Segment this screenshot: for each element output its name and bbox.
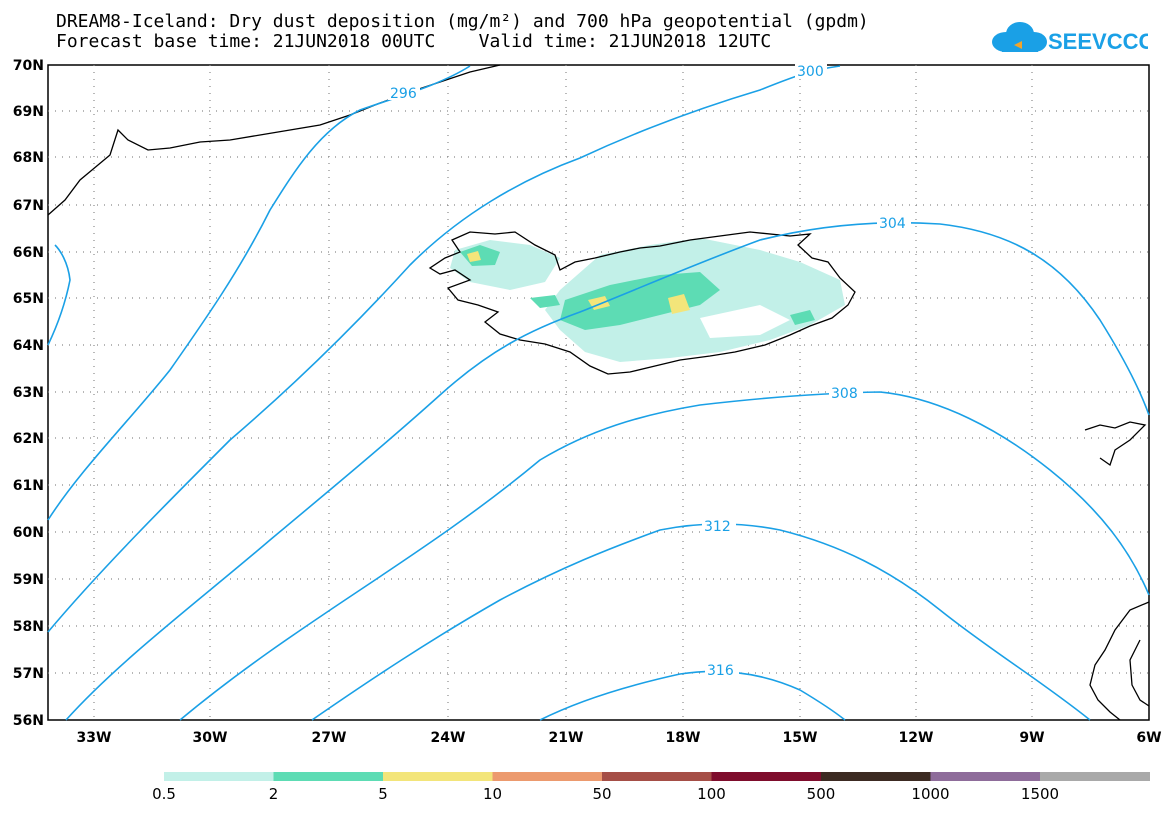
faroe-shetland-coastline: [1084, 421, 1147, 467]
contour-label-308: 308: [831, 386, 858, 402]
lat-label: 59N: [13, 572, 44, 588]
legend-swatch: [492, 772, 603, 781]
contour-line-304-main: [65, 221, 1150, 721]
legend-label: 0.5: [152, 785, 176, 803]
legend-swatch: [1040, 772, 1150, 781]
contour-label-304: 304: [879, 216, 906, 232]
legend-label: 500: [807, 785, 836, 803]
lon-label: 21W: [549, 730, 584, 746]
lon-label: 6W: [1136, 730, 1161, 746]
legend-label: 50: [592, 785, 611, 803]
lat-label: 57N: [13, 666, 44, 682]
logo-text: SEEVCCC: [1048, 29, 1148, 54]
lat-label: 61N: [13, 478, 44, 494]
legend-label: 1500: [1021, 785, 1059, 803]
lat-label: 67N: [13, 198, 44, 214]
legend-swatch: [164, 772, 274, 781]
scotland-coastline: [1089, 601, 1150, 721]
lon-label: 12W: [899, 730, 934, 746]
iceland-coastline: [428, 231, 856, 375]
lon-label: 24W: [431, 730, 466, 746]
lat-label: 70N: [13, 58, 44, 74]
longitude-labels: 33W 30W 27W 24W 21W 18W 15W 12W 9W 6W: [77, 730, 1162, 746]
contour-label-300: 300: [797, 64, 824, 80]
latitude-labels: 70N 69N 68N 67N 66N 65N 64N 63N 62N 61N …: [13, 58, 44, 729]
lat-label: 69N: [13, 104, 44, 120]
contour-labels: 296 300 304 308 312 316: [388, 62, 911, 679]
lon-label: 30W: [193, 730, 228, 746]
gridlines: [48, 65, 1149, 720]
lon-label: 9W: [1019, 730, 1044, 746]
contour-line-296: [47, 65, 471, 521]
lat-label: 66N: [13, 245, 44, 261]
color-legend: 0.5 2 5 10 50 100 500 1000 1500: [152, 772, 1150, 803]
lon-label: 18W: [666, 730, 701, 746]
contour-line-308: [179, 391, 1150, 721]
legend-swatch: [602, 772, 712, 781]
lat-label: 60N: [13, 525, 44, 541]
legend-label: 10: [483, 785, 502, 803]
lon-label: 33W: [77, 730, 112, 746]
legend-label: 2: [269, 785, 279, 803]
lat-label: 62N: [13, 431, 44, 447]
lat-label: 56N: [13, 713, 44, 729]
lat-label: 64N: [13, 338, 44, 354]
contour-line-304: [47, 244, 71, 346]
contour-label-296: 296: [390, 86, 417, 102]
lon-label: 15W: [783, 730, 818, 746]
dust-deposition-field: [450, 238, 845, 362]
seevccc-logo: SEEVCCC: [992, 22, 1148, 54]
legend-swatch: [273, 772, 384, 781]
lat-label: 65N: [13, 291, 44, 307]
contour-label-312: 312: [704, 519, 731, 535]
lat-label: 68N: [13, 150, 44, 166]
map-frame: [47, 64, 1150, 721]
legend-label: 5: [378, 785, 388, 803]
map-title: DREAM8-Iceland: Dry dust deposition (mg/…: [56, 11, 869, 32]
legend-label: 1000: [911, 785, 949, 803]
legend-swatch: [383, 772, 493, 781]
legend-swatch: [821, 772, 931, 781]
lat-label: 58N: [13, 619, 44, 635]
contour-line-300: [47, 65, 841, 633]
contour-label-316: 316: [707, 663, 734, 679]
legend-swatch: [711, 772, 822, 781]
lat-label: 63N: [13, 385, 44, 401]
legend-label: 100: [697, 785, 726, 803]
cloud-icon: [992, 22, 1047, 52]
legend-swatch: [930, 772, 1041, 781]
lon-label: 27W: [312, 730, 347, 746]
map-subtitle: Forecast base time: 21JUN2018 00UTC Vali…: [56, 31, 772, 52]
scotland-coastline-inner: [1129, 639, 1150, 707]
